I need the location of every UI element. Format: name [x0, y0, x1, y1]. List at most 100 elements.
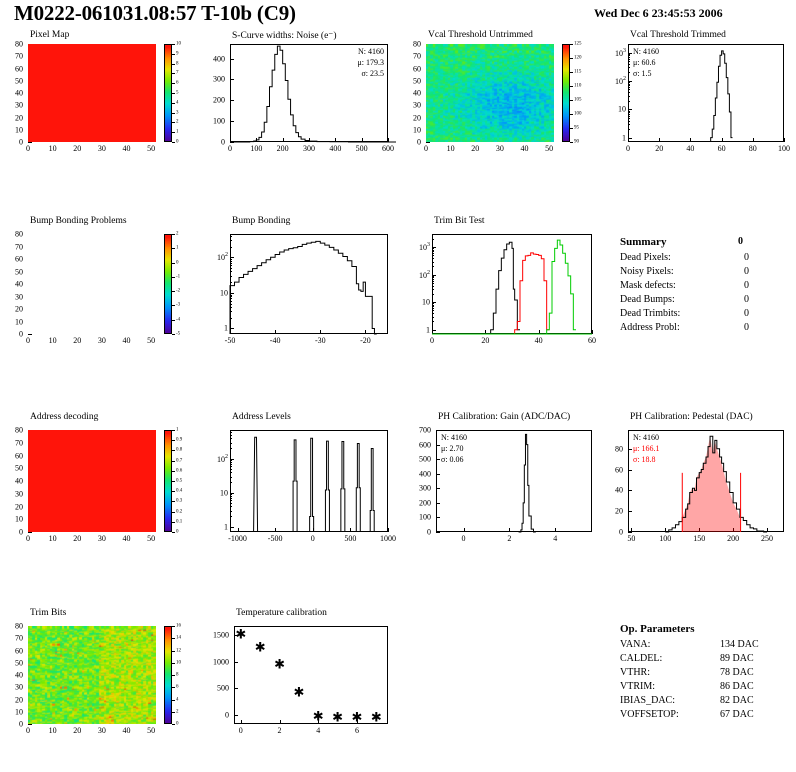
x-tick-label: 50 — [147, 726, 156, 735]
y-minor-tick — [628, 58, 630, 60]
y-minor-tick — [230, 432, 232, 434]
y-minor-tick — [628, 89, 630, 91]
y-tick-label: 102 — [419, 269, 430, 280]
y-minor-tick — [230, 498, 232, 499]
y-minor-tick — [432, 248, 434, 250]
y-tick-label: 30 — [15, 682, 23, 692]
y-tick — [426, 142, 430, 143]
colorbar-tick — [172, 319, 175, 321]
x-tick — [335, 138, 337, 142]
colorbar-label: 125 — [574, 41, 582, 47]
x-tick — [240, 720, 242, 724]
heatmap-canvas — [426, 44, 554, 142]
colorbar-tick — [570, 100, 573, 101]
x-tick-label: 4 — [316, 726, 321, 735]
y-tick-label: 80 — [413, 39, 421, 49]
heatmap-canvas — [28, 626, 156, 724]
x-tick-label: -500 — [267, 534, 283, 543]
y-tick — [436, 459, 440, 461]
y-minor-tick — [230, 434, 232, 436]
op-row-value: 86 DAC — [720, 681, 754, 692]
y-tick-label: 10 — [15, 707, 23, 717]
y-tick-label: 700 — [419, 425, 431, 435]
colorbar-tick — [172, 262, 175, 264]
y-tick-label: 0 — [221, 137, 225, 147]
colorbar-tick — [570, 58, 573, 59]
y-minor-tick — [230, 496, 232, 498]
y-minor-tick — [628, 113, 630, 115]
y-minor-tick — [230, 500, 232, 502]
y-minor-tick — [230, 464, 232, 465]
y-tick-label: 103 — [419, 242, 430, 252]
y-tick — [628, 511, 632, 513]
y-minor-tick — [230, 494, 232, 496]
op-row-label: IBIAS_DAC: — [620, 695, 676, 706]
x-tick-label: 30 — [495, 144, 504, 153]
chart-bump-bonding-problems: Bump Bonding Problems 0 10 20 30 40 50 0 10 20 30 4… — [6, 216, 192, 350]
y-minor-tick — [628, 92, 630, 94]
y-minor-tick — [230, 502, 232, 504]
chart-vcal-threshold-trimmed: Vcal Threshold Trimmed 0 20 40 60 80 100 1 10 102… — [600, 30, 792, 158]
x-tick-label: 40 — [122, 336, 131, 345]
y-minor-tick — [628, 56, 630, 58]
colorbar-label: -1 — [176, 274, 181, 280]
y-tick-label: 10 — [413, 125, 421, 135]
x-tick-label: 10 — [48, 144, 57, 153]
colorbar-label: -3 — [176, 302, 181, 308]
summary-row-label: Dead Trimbits: — [620, 308, 681, 319]
y-tick-label: 50 — [15, 658, 23, 668]
colorbar-label: 0.5 — [176, 478, 183, 484]
x-tick — [699, 528, 701, 532]
y-minor-tick — [230, 438, 232, 440]
y-tick-label: 80 — [15, 425, 23, 435]
y-tick — [436, 430, 440, 431]
x-tick-label: 400 — [329, 144, 342, 153]
x-tick — [256, 138, 258, 142]
y-minor-tick — [230, 482, 232, 484]
y-minor-tick — [432, 251, 434, 253]
y-minor-tick — [230, 246, 232, 248]
y-tick-label: 300 — [213, 74, 225, 84]
x-tick — [690, 138, 692, 142]
colorbar — [562, 44, 570, 142]
y-tick — [436, 444, 440, 446]
y-tick-label: 0 — [225, 710, 229, 720]
summary-row-label: Noisy Pixels: — [620, 266, 674, 277]
x-tick-label: 200 — [276, 144, 289, 153]
y-minor-tick — [230, 448, 232, 450]
colorbar-label: 10 — [176, 41, 181, 47]
x-tick — [388, 528, 389, 532]
colorbar-tick — [172, 142, 175, 143]
stat-sigma: σ: 18.8 — [633, 455, 656, 464]
x-tick — [752, 138, 754, 142]
x-tick-label: -20 — [360, 336, 371, 345]
x-tick-label: 250 — [761, 534, 774, 543]
y-tick-label: 1500 — [213, 630, 229, 640]
x-tick — [230, 330, 231, 334]
colorbar-tick — [172, 638, 175, 640]
y-minor-tick — [628, 83, 630, 85]
x-tick — [659, 138, 661, 142]
x-tick-label: 40 — [122, 534, 131, 543]
y-tick-label: 80 — [15, 39, 23, 49]
y-tick-label: 100 — [213, 116, 225, 126]
colorbar-tick — [172, 276, 175, 278]
summary-heading: Summary — [620, 236, 667, 248]
y-minor-tick — [628, 72, 630, 74]
colorbar-label: 9 — [176, 51, 179, 57]
stat-sigma: σ: 23.5 — [361, 69, 384, 78]
y-tick — [436, 473, 440, 475]
y-tick-label: 500 — [419, 454, 431, 464]
y-tick-label: 102 — [217, 453, 228, 464]
y-tick-label: 30 — [413, 100, 421, 110]
colorbar-label: 0 — [176, 721, 179, 727]
y-minor-tick — [230, 460, 232, 462]
y-minor-tick — [230, 317, 232, 319]
chart-title: Temperature calibration — [236, 608, 327, 618]
y-minor-tick — [432, 310, 434, 312]
y-tick-label: 10 — [15, 514, 23, 524]
y-tick-label: 30 — [15, 489, 23, 499]
summary-row-label: Dead Bumps: — [620, 294, 675, 305]
op-row-label: VTRIM: — [620, 681, 655, 692]
y-tick-label: 10 — [422, 297, 430, 307]
